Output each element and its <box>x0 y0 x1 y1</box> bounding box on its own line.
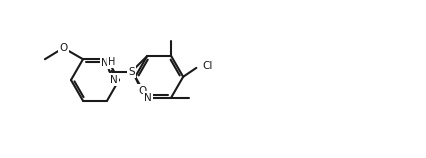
Text: O: O <box>138 86 147 96</box>
Text: O: O <box>60 43 68 53</box>
Text: N: N <box>110 75 118 85</box>
Text: N: N <box>101 58 109 68</box>
Text: S: S <box>128 67 135 77</box>
Text: N: N <box>144 93 152 103</box>
Text: H: H <box>108 57 115 67</box>
Text: Cl: Cl <box>202 61 213 71</box>
